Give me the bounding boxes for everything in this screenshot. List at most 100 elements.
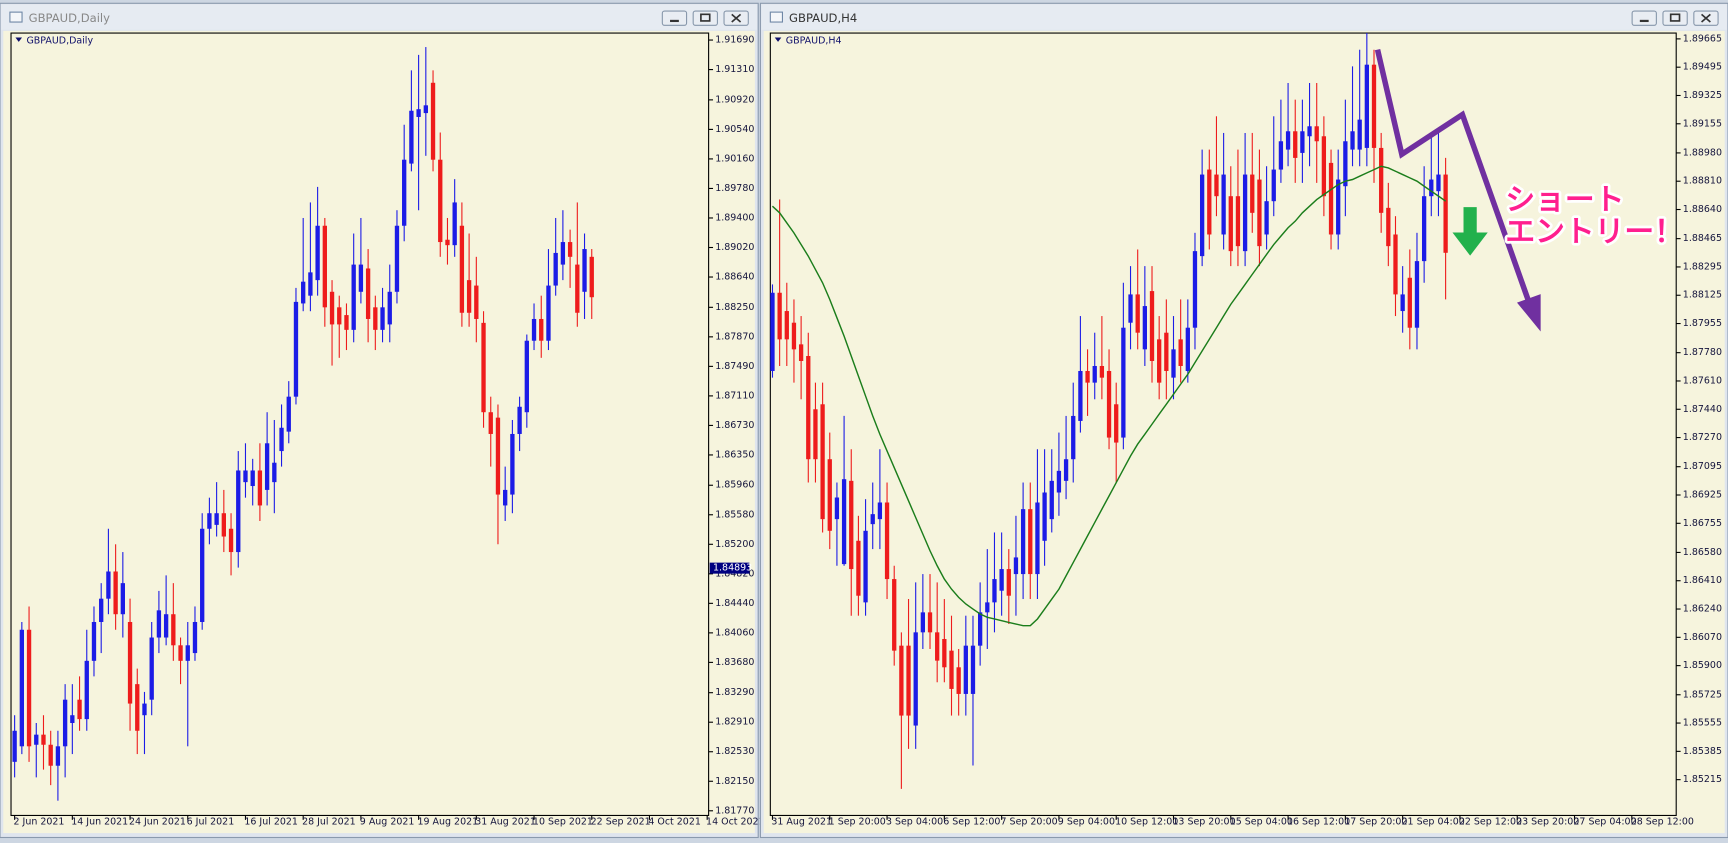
y-tick-label: 1.87440 bbox=[1683, 404, 1722, 415]
candle-body bbox=[387, 291, 392, 325]
x-tick-label: 16 Jul 2021 bbox=[244, 817, 298, 828]
y-tick-label: 1.87270 bbox=[1683, 432, 1722, 443]
candle-body bbox=[949, 650, 954, 689]
x-tick-label: 23 Sep 20:00 bbox=[1516, 817, 1579, 828]
candle-body bbox=[1285, 131, 1291, 150]
y-tick-label: 1.87490 bbox=[715, 361, 754, 372]
y-tick-label: 1.85900 bbox=[1683, 660, 1722, 671]
candle-body bbox=[1135, 294, 1140, 333]
maximize-button[interactable] bbox=[692, 10, 718, 26]
candle-body bbox=[1071, 415, 1076, 460]
chart-background bbox=[3, 30, 755, 834]
candle-body bbox=[26, 629, 32, 747]
x-tick-label: 1 Sep 20:00 bbox=[829, 817, 886, 828]
entry-arrow bbox=[1452, 207, 1488, 256]
y-tick-label: 1.84060 bbox=[715, 627, 754, 638]
candle-body bbox=[1221, 174, 1226, 235]
candle-body bbox=[34, 734, 39, 745]
candle-body bbox=[1078, 370, 1083, 421]
minimize-button[interactable] bbox=[661, 10, 688, 26]
candle-body bbox=[77, 699, 82, 720]
window-icon bbox=[9, 11, 23, 23]
x-tick-label: 9 Aug 2021 bbox=[360, 817, 415, 828]
candle-body bbox=[1429, 179, 1434, 197]
candle-body bbox=[19, 629, 25, 747]
candle-body bbox=[892, 579, 897, 651]
x-tick-label: 27 Sep 04:00 bbox=[1573, 817, 1636, 828]
candle-body bbox=[394, 225, 400, 292]
candle-body bbox=[272, 462, 277, 483]
candle-body bbox=[913, 632, 918, 726]
x-tick-label: 4 Oct 2021 bbox=[648, 817, 701, 828]
candle-body bbox=[1443, 174, 1448, 253]
y-tick-label: 1.88295 bbox=[1683, 261, 1722, 272]
price-label-box bbox=[709, 562, 750, 574]
candle-body bbox=[884, 502, 890, 580]
candle-body bbox=[1185, 327, 1190, 371]
candle-body bbox=[380, 307, 385, 330]
candle-body bbox=[1400, 294, 1405, 312]
x-tick-label: 28 Jul 2021 bbox=[302, 817, 356, 828]
candle-body bbox=[589, 256, 594, 298]
chart-label: GBPAUD,H4 bbox=[786, 35, 842, 46]
candle-body bbox=[481, 322, 486, 413]
candle-body bbox=[539, 318, 544, 341]
y-tick-label: 1.87110 bbox=[715, 390, 754, 401]
candle-body bbox=[1379, 147, 1384, 213]
candle-body bbox=[1436, 174, 1441, 192]
candle-body bbox=[156, 610, 162, 638]
y-tick-label: 1.85725 bbox=[1683, 689, 1722, 700]
candle-body bbox=[373, 307, 378, 330]
candle-body bbox=[1336, 179, 1341, 235]
candle-body bbox=[1157, 339, 1162, 383]
candle-body bbox=[185, 645, 190, 661]
x-tick-label: 21 Sep 04:00 bbox=[1402, 817, 1465, 828]
y-tick-label: 1.83290 bbox=[715, 687, 754, 698]
candle-body bbox=[236, 470, 241, 553]
y-tick-label: 1.86410 bbox=[1683, 575, 1722, 586]
candle-body bbox=[1049, 480, 1054, 520]
candle-body bbox=[243, 470, 248, 483]
candle-body bbox=[1164, 332, 1169, 371]
candle-body bbox=[416, 109, 421, 117]
candle-body bbox=[1035, 502, 1040, 575]
y-tick-label: 1.87870 bbox=[715, 331, 754, 342]
title-bar bbox=[1, 4, 758, 30]
candle-body bbox=[806, 356, 811, 460]
candle-body bbox=[423, 105, 428, 114]
close-glyph bbox=[1701, 13, 1711, 23]
y-tick-label: 1.90540 bbox=[715, 124, 754, 135]
close-glyph bbox=[731, 13, 742, 23]
candle-body bbox=[495, 417, 501, 495]
y-tick-label: 1.90160 bbox=[715, 153, 754, 164]
y-tick-label: 1.86730 bbox=[715, 420, 754, 431]
y-tick-label: 1.89665 bbox=[1683, 33, 1722, 44]
candle-body bbox=[445, 239, 450, 246]
candle-body bbox=[286, 396, 291, 432]
candle-body bbox=[488, 412, 493, 434]
x-tick-label: 3 Sep 04:00 bbox=[886, 817, 943, 828]
title-bar bbox=[761, 4, 1727, 30]
maximize-button[interactable] bbox=[1662, 10, 1688, 26]
y-tick-label: 1.87780 bbox=[1683, 347, 1722, 358]
candle-body bbox=[820, 404, 825, 520]
chart-label: GBPAUD,Daily bbox=[26, 35, 93, 46]
candle-body bbox=[567, 242, 573, 257]
y-tick-label: 1.85580 bbox=[715, 509, 754, 520]
y-tick-label: 1.86925 bbox=[1683, 490, 1722, 501]
candle-body bbox=[351, 264, 356, 330]
chart-window: GBPAUD,H4 1.89665 1.89495 1.89325 1.89155 1.8… bbox=[759, 2, 1728, 839]
candle-body bbox=[899, 645, 904, 716]
x-tick-label: 14 Oct 2021 bbox=[706, 817, 765, 828]
candle-body bbox=[963, 645, 968, 694]
minimize-button[interactable] bbox=[1631, 10, 1657, 26]
candle-body bbox=[770, 292, 775, 371]
y-tick-label: 1.87955 bbox=[1683, 318, 1722, 329]
y-tick-label: 1.87610 bbox=[1683, 375, 1722, 386]
candle-body bbox=[1300, 131, 1305, 153]
candle-body bbox=[1414, 261, 1420, 328]
trend-arrow-head bbox=[1516, 294, 1541, 332]
candle-body bbox=[430, 82, 436, 160]
x-tick-label: 15 Sep 04:00 bbox=[1230, 817, 1293, 828]
